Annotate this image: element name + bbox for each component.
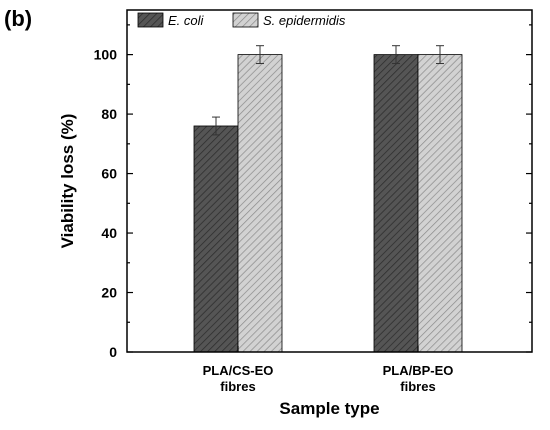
x-tick-label-2-line-1: PLA/BP-EO (383, 363, 454, 378)
error-bar-s-epidermidis-1 (256, 45, 264, 65)
y-tick-label-40: 40 (101, 225, 117, 241)
panel-label: (b) (4, 6, 32, 31)
x-tick-label-2-line-2: fibres (400, 379, 435, 394)
y-tick-label-100: 100 (94, 47, 118, 63)
error-bars-group (212, 45, 444, 136)
bar-s-epidermidis-2 (417, 54, 463, 353)
plot-frame (126, 9, 533, 353)
bar-e-coli-2 (373, 54, 419, 353)
y-tick-label-20: 20 (101, 285, 117, 301)
error-bar-e-coli-2 (392, 45, 400, 65)
bars-group (193, 54, 463, 353)
legend-swatch-s-epidermidis (232, 12, 259, 28)
legend-swatch-e-coli (137, 12, 164, 28)
legend-label-e-coli: E. coli (168, 13, 205, 28)
y-tick-label-80: 80 (101, 106, 117, 122)
x-tick-label-1-line-2: fibres (220, 379, 255, 394)
bar-e-coli-1 (193, 125, 239, 353)
legend-label-s-epidermidis: S. epidermidis (263, 13, 346, 28)
x-tick-label-1-line-1: PLA/CS-EO (203, 363, 274, 378)
y-tick-label-0: 0 (109, 344, 117, 360)
x-axis-title: Sample type (279, 399, 379, 418)
y-axis-title: Viability loss (%) (58, 114, 77, 249)
error-bar-s-epidermidis-2 (436, 45, 444, 65)
y-tick-label-60: 60 (101, 166, 117, 182)
legend: E. coli S. epidermidis (137, 12, 346, 28)
y-axis-ticks: 0 20 40 60 80 100 (94, 24, 532, 360)
bar-s-epidermidis-1 (237, 54, 283, 353)
error-bar-e-coli-1 (212, 116, 220, 136)
